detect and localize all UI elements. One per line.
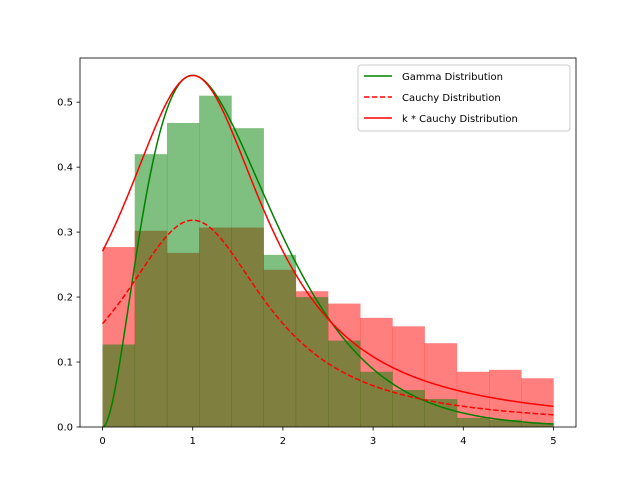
gamma_hist-bar-4 — [231, 128, 264, 427]
legend-box — [357, 64, 571, 132]
gamma_hist-bar-5 — [263, 254, 297, 427]
x-tick-label-4: 4 — [460, 436, 466, 447]
x-tick-label-3: 3 — [370, 436, 376, 447]
axes-frame — [79, 57, 577, 428]
gamma_hist-bar-7 — [328, 340, 361, 427]
y-tick-label-1: 0.1 — [57, 358, 73, 369]
y-tick-label-0: 0.0 — [57, 423, 73, 434]
gamma_hist-bar-12 — [489, 419, 522, 427]
legend-label-k-cauchy: k * Cauchy Distribution — [402, 114, 518, 125]
y-tick-label-4: 0.4 — [57, 163, 73, 174]
curve-layer — [101, 74, 554, 428]
y-tick-label-3: 0.3 — [57, 228, 73, 239]
series-line-1 — [101, 219, 554, 416]
gamma_hist-bar-3 — [199, 95, 232, 428]
gamma_hist-bar-2 — [166, 122, 200, 428]
gamma_hist-bar-11 — [456, 417, 490, 427]
series-line-2 — [101, 74, 554, 408]
x-tick-label-2: 2 — [280, 436, 286, 447]
legend: Gamma Distribution Cauchy Distribution k… — [357, 64, 571, 132]
axes-layer: 0 1 2 3 4 5 0.0 0.1 0.2 0.3 0.4 0.5 — [57, 57, 577, 447]
gamma_hist-bar-6 — [295, 297, 329, 427]
legend-label-cauchy: Cauchy Distribution — [402, 93, 501, 104]
x-tick-label-1: 1 — [190, 436, 196, 447]
histogram-layer — [102, 95, 554, 428]
legend-label-gamma: Gamma Distribution — [402, 72, 503, 83]
y-tick-label-2: 0.2 — [57, 293, 73, 304]
gamma_hist-bar-13 — [521, 423, 554, 427]
gamma_hist-bar-1 — [134, 154, 168, 427]
y-tick-label-5: 0.5 — [57, 98, 73, 109]
gamma_hist-bar-0 — [102, 344, 136, 427]
x-tick-label-0: 0 — [99, 436, 105, 447]
x-tick-label-5: 5 — [550, 436, 556, 447]
